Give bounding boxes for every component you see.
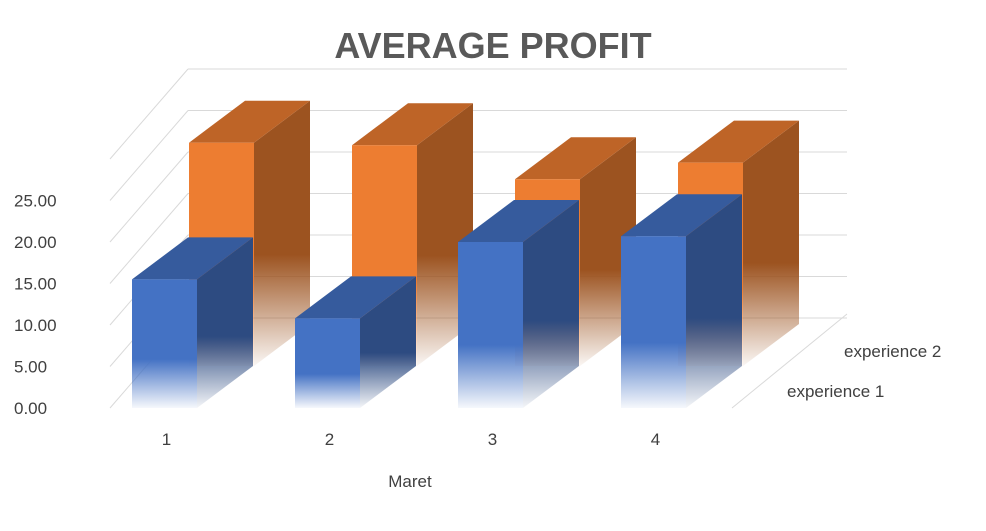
bar-side-face (197, 237, 253, 408)
x-tick-label: 3 (488, 430, 497, 449)
side-gridline (109, 151, 189, 243)
y-tick-label: 5.00 (14, 358, 47, 377)
bar-top-face (295, 276, 416, 319)
bar-side-face (360, 276, 416, 408)
x-tick-label: 2 (325, 430, 334, 449)
bar-top-face (678, 120, 799, 163)
side-gridline (109, 110, 189, 201)
bar-side-face (686, 194, 742, 408)
bar-top-face (132, 237, 253, 280)
x-axis-title: Maret (388, 472, 432, 491)
side-gridline (109, 68, 189, 160)
bar-top-face (621, 194, 742, 237)
floor-edge (731, 313, 848, 409)
bar-side-face (523, 200, 579, 408)
bar-front-face (295, 318, 360, 408)
side-gridline (109, 193, 189, 284)
bar-top-face (515, 137, 636, 180)
bar-front-face (132, 279, 197, 408)
x-tick-label: 1 (162, 430, 171, 449)
axis-labels: 0.00 5.00 10.00 15.00 20.00 25.00 1 2 3 4 experien… (14, 192, 941, 450)
bar-side-face (254, 100, 310, 366)
bars (132, 100, 799, 408)
y-tick-label: 20.00 (14, 233, 57, 252)
chart-title: AVERAGE PROFIT (334, 25, 651, 66)
y-tick-label: 25.00 (14, 192, 57, 211)
series-label: experience 2 (844, 342, 941, 361)
bar (458, 200, 579, 408)
series-label: experience 1 (787, 382, 884, 401)
bar (132, 237, 253, 408)
bar-top-face (189, 100, 310, 143)
bar-front-face (458, 242, 523, 408)
x-tick-label: 4 (651, 430, 660, 449)
y-tick-label: 10.00 (14, 316, 57, 335)
bar-front-face (621, 236, 686, 408)
bar (295, 276, 416, 408)
bar-top-face (458, 200, 579, 242)
bar-side-face (743, 120, 799, 366)
y-tick-label: 15.00 (14, 275, 57, 294)
bar-top-face (352, 103, 473, 146)
y-tick-label: 0.00 (14, 399, 47, 418)
bar (621, 194, 742, 408)
